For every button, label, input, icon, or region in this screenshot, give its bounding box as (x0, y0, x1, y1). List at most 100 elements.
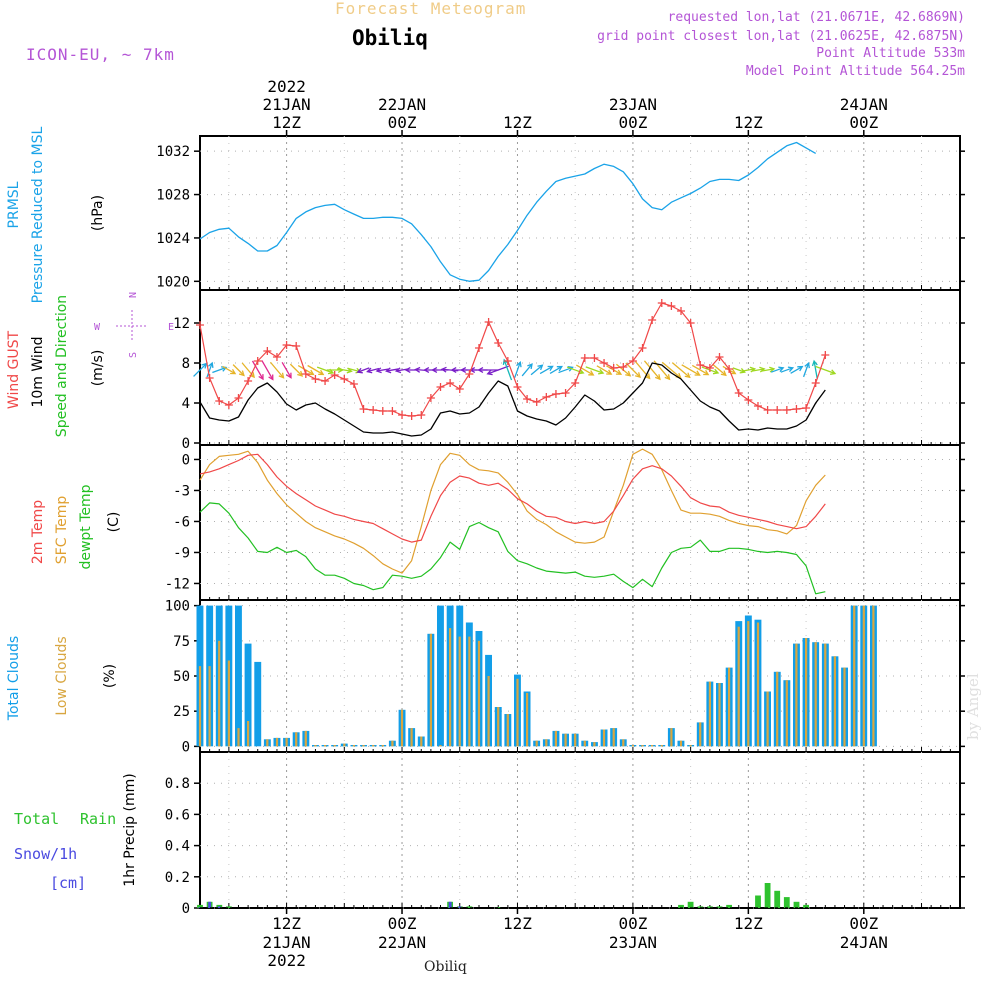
wind-gust-marker (340, 375, 349, 383)
low-cloud-bar (333, 745, 336, 747)
low-cloud-bar (824, 643, 827, 747)
low-cloud-bar (776, 671, 779, 747)
wind-gust-marker (301, 370, 310, 378)
low-cloud-bar (391, 740, 394, 747)
wind-gust-marker (417, 411, 426, 419)
low-cloud-bar (660, 745, 663, 747)
low-cloud-bar (304, 730, 307, 747)
clouds-ytick-label: 50 (173, 669, 190, 685)
wind-label-10m-text: 10m Wind (30, 336, 46, 407)
wind-gust-marker (782, 406, 791, 414)
wind-arrow-head (486, 369, 493, 376)
low-cloud-bar (843, 667, 846, 747)
wind-direction-arrow (385, 367, 399, 374)
wind-arrow-shaft (634, 361, 651, 379)
wind-arrow-shaft (741, 368, 755, 372)
wind-arrow-head (404, 367, 411, 373)
low-cloud-bar (227, 660, 230, 747)
wind-arrow-head (450, 367, 457, 373)
wind-gust-marker (542, 393, 551, 401)
low-cloud-bar (622, 739, 625, 747)
clouds-ytick-label: 75 (173, 634, 190, 650)
wind-direction-arrow (307, 364, 325, 376)
rain-bar (803, 904, 809, 908)
top-axis-hour: 12Z (272, 113, 301, 132)
wind-arrow-shaft (790, 366, 803, 374)
wind-arrow-shaft (386, 368, 399, 372)
wind-arrow-head (578, 368, 585, 375)
wind-arrow-head (414, 366, 421, 373)
temperature-ytick-label: -12 (165, 576, 190, 592)
wind-direction-arrow (521, 363, 533, 377)
compass-n: N (128, 292, 139, 298)
pressure-line (199, 141, 817, 282)
pressure-label-prmsl-text: PRMSL (6, 181, 22, 228)
wind-direction-arrow (222, 365, 237, 375)
wind-gust-marker (532, 398, 541, 406)
wind-arrow-head (588, 370, 595, 376)
wind-gust-marker (282, 341, 291, 349)
wind-arrow-head (268, 374, 274, 381)
wind-gust-marker (561, 389, 570, 397)
rain-bar (764, 883, 771, 908)
wind-label-gust-text: Wind GUST (6, 330, 22, 409)
wind-gust-marker (744, 396, 753, 404)
wind-gust-marker (494, 339, 503, 347)
wind-arrow-shaft (780, 367, 794, 373)
temp-label-sfc: SFC Temp (54, 496, 70, 565)
wind-arrow-head (644, 373, 651, 380)
low-cloud-bar (458, 636, 461, 747)
low-cloud-bar (679, 740, 683, 747)
pressure-ytick-label: 1020 (156, 274, 190, 290)
bottom-axis-hour: 00Z (388, 914, 417, 933)
pressure-frame (199, 135, 961, 291)
wind-gust-marker (205, 374, 214, 382)
wind-gust-marker (628, 357, 637, 365)
wind-arrow-head (297, 370, 304, 377)
wind-gust-marker (513, 383, 522, 391)
wind-direction-arrow (643, 360, 661, 381)
wind-direction-arrow (815, 365, 837, 375)
wind-ytick-label: 8 (182, 356, 190, 372)
low-cloud-bar (247, 721, 250, 747)
model-name: ICON-EU, ~ 7km (26, 45, 175, 64)
wind-arrow-head (308, 369, 315, 376)
wind-arrow-head (694, 370, 701, 376)
low-cloud-bar (795, 643, 798, 747)
wind-speed-line (199, 362, 826, 437)
wind-arrow-shaft (337, 368, 352, 372)
wind-gust-marker (263, 347, 272, 355)
wind-gust-marker (196, 321, 204, 329)
precip-frame (199, 751, 961, 909)
wind-gust-marker (580, 354, 589, 362)
wind-direction-arrow (269, 361, 285, 379)
top-axis-hour: 00Z (618, 113, 647, 132)
bottom-axis-date: 21JAN (262, 933, 310, 952)
wind-arrow-shaft (681, 364, 700, 376)
wind-arrow-head (502, 358, 509, 366)
low-cloud-bar (324, 745, 327, 747)
wind-arrow-head (829, 369, 837, 375)
wind-gust-marker (330, 371, 339, 379)
wind-arrow-shaft (596, 365, 612, 375)
precip-ytick-label: 0 (182, 901, 190, 917)
snow-bar (217, 906, 221, 908)
wind-arrow-head (778, 366, 785, 373)
rain-bar (466, 906, 473, 908)
wind-gust-marker (734, 389, 743, 397)
wind-direction-arrow (585, 366, 605, 375)
precip-label-rain: Rain (80, 810, 116, 828)
temperature-ytick-label: -6 (173, 514, 190, 530)
wind-gust-marker (648, 316, 657, 324)
wind-arrow-head (556, 365, 563, 372)
wind-arrow-shaft (281, 361, 292, 379)
low-cloud-bar (708, 681, 711, 747)
wind-gust-marker (215, 397, 224, 405)
wind-arrow-head (238, 370, 245, 377)
footer-location: Obiliq (424, 959, 467, 975)
wind-arrow-shaft (503, 359, 513, 381)
wind-arrow-shaft (671, 362, 691, 378)
wind-arrow-head (769, 366, 776, 373)
pressure-label-msl: Pressure Reduced to MSL (30, 126, 46, 303)
